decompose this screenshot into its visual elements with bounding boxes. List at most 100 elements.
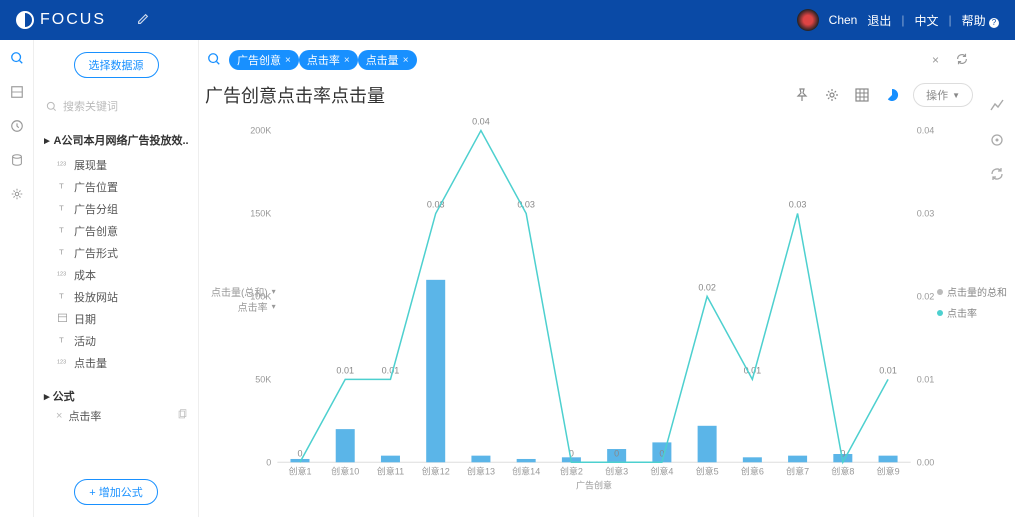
svg-text:0.03: 0.03 — [917, 209, 935, 219]
field-label: 日期 — [74, 311, 96, 327]
field-item[interactable]: T 活动 — [44, 330, 188, 352]
svg-text:0.03: 0.03 — [789, 199, 807, 209]
config-icon[interactable] — [987, 130, 1007, 150]
svg-text:创意5: 创意5 — [696, 465, 719, 476]
nav-search-icon[interactable] — [9, 50, 25, 66]
svg-text:0: 0 — [266, 457, 271, 467]
table-icon[interactable] — [853, 86, 871, 104]
field-item[interactable]: T 广告位置 — [44, 176, 188, 198]
field-item[interactable]: 123点击量 — [44, 352, 188, 374]
field-item[interactable]: 123 成本 — [44, 264, 188, 286]
logo[interactable]: FOCUS — [16, 11, 106, 29]
field-type-icon: 123 — [56, 158, 68, 172]
svg-text:T: T — [59, 335, 64, 344]
svg-text:123: 123 — [57, 272, 66, 278]
svg-text:0.04: 0.04 — [472, 117, 490, 127]
refresh-icon[interactable] — [987, 164, 1007, 184]
clear-query-icon[interactable]: × — [926, 53, 945, 67]
svg-text:0.04: 0.04 — [917, 126, 935, 136]
logo-text: FOCUS — [40, 11, 106, 29]
combo-chart[interactable]: 050K100K150K200K0.000.010.020.030.04创意10… — [207, 114, 971, 509]
logout-link[interactable]: 退出 — [867, 12, 891, 29]
svg-text:0: 0 — [614, 448, 619, 458]
field-item[interactable]: T 广告分组 — [44, 198, 188, 220]
svg-text:T: T — [59, 203, 64, 212]
svg-text:0.02: 0.02 — [917, 291, 935, 301]
svg-text:0.02: 0.02 — [698, 282, 716, 292]
help-link[interactable]: 帮助 ? — [962, 12, 999, 29]
caret-icon: ▸ — [44, 391, 50, 403]
search-placeholder: 搜索关键词 — [63, 98, 118, 114]
query-pill[interactable]: 广告创意 × — [229, 50, 299, 70]
field-type-icon: 123 — [56, 356, 68, 370]
y-axis-selectors[interactable]: 点击量(总和) ▾ 点击率 ▾ — [211, 284, 276, 314]
field-label: 广告位置 — [74, 179, 118, 195]
copy-icon[interactable] — [177, 409, 188, 423]
svg-text:150K: 150K — [250, 209, 271, 219]
pill-remove-icon[interactable]: × — [344, 55, 350, 66]
field-label: 广告形式 — [74, 245, 118, 261]
field-item[interactable]: T广告创意 — [44, 220, 188, 242]
nav-rail — [0, 40, 34, 517]
field-label: 广告分组 — [74, 201, 118, 217]
gear-icon[interactable] — [823, 86, 841, 104]
svg-text:123: 123 — [57, 162, 66, 168]
sidebar-search[interactable]: 搜索关键词 — [44, 94, 188, 118]
svg-text:0.01: 0.01 — [336, 365, 354, 375]
select-datasource-button[interactable]: 选择数据源 — [74, 52, 159, 78]
pie-chart-icon[interactable] — [883, 86, 901, 104]
svg-text:创意12: 创意12 — [422, 465, 450, 476]
field-item[interactable]: 日期 — [44, 308, 188, 330]
query-search-icon[interactable] — [205, 52, 223, 69]
field-type-icon: T — [56, 202, 68, 216]
operations-button[interactable]: 操作 ▼ — [913, 83, 973, 107]
app-header: FOCUS Chen 退出 | 中文 | 帮助 ? — [0, 0, 1015, 40]
nav-settings-icon[interactable] — [9, 186, 25, 202]
svg-text:创意14: 创意14 — [512, 465, 540, 476]
svg-text:200K: 200K — [250, 126, 271, 136]
pill-remove-icon[interactable]: × — [403, 55, 409, 66]
svg-text:创意4: 创意4 — [650, 465, 673, 476]
pin-icon[interactable] — [793, 86, 811, 104]
nav-data-icon[interactable] — [9, 152, 25, 168]
field-label: 投放网站 — [74, 289, 118, 305]
edit-icon[interactable] — [136, 12, 150, 29]
svg-text:T: T — [59, 291, 64, 300]
svg-text:0: 0 — [297, 448, 302, 458]
lang-link[interactable]: 中文 — [915, 12, 939, 29]
field-item[interactable]: 123展现量 — [44, 154, 188, 176]
query-pill[interactable]: 点击量 × — [358, 50, 417, 70]
line-chart-icon[interactable] — [987, 96, 1007, 116]
svg-text:创意9: 创意9 — [877, 465, 900, 476]
add-formula-button[interactable]: + 增加公式 — [74, 479, 157, 505]
reload-icon[interactable] — [951, 52, 973, 69]
svg-text:0.01: 0.01 — [382, 365, 400, 375]
nav-dashboard-icon[interactable] — [9, 84, 25, 100]
field-type-icon: T — [56, 246, 68, 260]
svg-text:0.00: 0.00 — [917, 457, 935, 467]
svg-text:0.01: 0.01 — [917, 374, 935, 384]
svg-text:50K: 50K — [255, 374, 271, 384]
svg-text:广告创意: 广告创意 — [576, 479, 612, 490]
remove-icon[interactable]: × — [56, 410, 62, 422]
query-pills: 广告创意 ×点击率 ×点击量 × — [229, 50, 417, 70]
user-name[interactable]: Chen — [829, 13, 858, 27]
field-label: 广告创意 — [74, 223, 118, 239]
avatar[interactable] — [797, 9, 819, 31]
field-label: 成本 — [74, 267, 96, 283]
query-pill[interactable]: 点击率 × — [299, 50, 358, 70]
field-label: 活动 — [74, 333, 96, 349]
svg-text:T: T — [59, 181, 64, 190]
pill-remove-icon[interactable]: × — [285, 55, 291, 66]
sidebar: 选择数据源 搜索关键词 ▸ A公司本月网络广告投放效... 123展现量 T 广告位… — [34, 40, 199, 517]
formula-section-title[interactable]: ▸ 公式 — [44, 388, 188, 404]
svg-text:创意10: 创意10 — [331, 465, 359, 476]
chart-title: 广告创意点击率点击量 — [205, 82, 385, 108]
formula-item[interactable]: × 点击率 — [44, 404, 188, 428]
dataset-title[interactable]: ▸ A公司本月网络广告投放效... — [44, 132, 188, 148]
svg-text:创意8: 创意8 — [831, 465, 854, 476]
field-item[interactable]: T 广告形式 — [44, 242, 188, 264]
field-item[interactable]: T 投放网站 — [44, 286, 188, 308]
field-type-icon: 123 — [56, 268, 68, 282]
nav-clock-icon[interactable] — [9, 118, 25, 134]
